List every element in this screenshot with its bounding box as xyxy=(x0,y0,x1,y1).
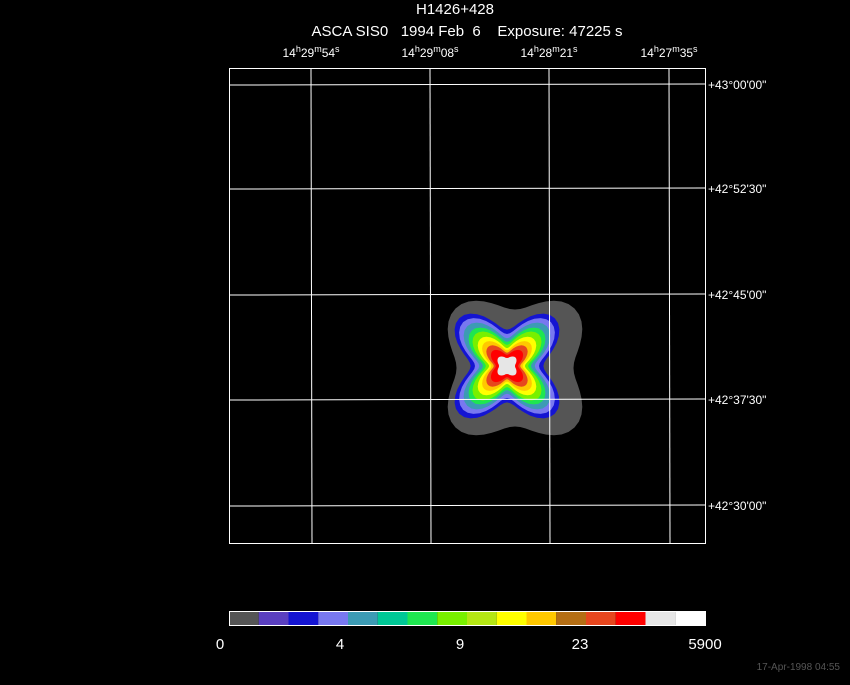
ra-part: s xyxy=(693,44,698,54)
ra-part: m xyxy=(314,44,322,54)
colorbar-cell xyxy=(348,611,378,625)
ra-part: h xyxy=(534,44,539,54)
colorbar-cell xyxy=(318,611,348,625)
ra-label: 14h29m08s xyxy=(401,44,459,60)
grid-line xyxy=(229,187,706,190)
ra-part: h xyxy=(296,44,301,54)
ra-part: 27 xyxy=(659,46,673,60)
colorbar-cell xyxy=(437,611,467,625)
dec-label: +42°45'00" xyxy=(708,288,766,302)
colorbar-cell xyxy=(467,611,497,625)
colorbar-cell xyxy=(496,611,527,625)
ra-part: 14 xyxy=(640,46,654,60)
grid-line xyxy=(429,68,432,544)
ra-part: 21 xyxy=(560,46,574,60)
dec-label: +43°00'00" xyxy=(708,78,766,92)
dec-label: +42°37'30" xyxy=(708,393,766,407)
dec-label: +42°30'00" xyxy=(708,499,766,513)
colorbar-cell xyxy=(258,611,289,625)
ra-label: 14h27m35s xyxy=(640,44,698,60)
ra-part: h xyxy=(415,44,420,54)
colorbar-cell xyxy=(288,611,319,625)
dec-label: +42°52'30" xyxy=(708,182,766,196)
grid-line xyxy=(668,68,671,544)
ra-part: 14 xyxy=(401,46,415,60)
ra-label: 14h28m21s xyxy=(520,44,578,60)
ra-part: s xyxy=(454,44,459,54)
colorbar-label: 0 xyxy=(216,636,224,653)
grid-line xyxy=(229,83,706,86)
subtitle: ASCA SIS0 1994 Feb 6 Exposure: 47225 s xyxy=(311,23,622,40)
ra-part: 08 xyxy=(441,46,455,60)
colorbar-frame xyxy=(229,611,706,626)
ra-part: 28 xyxy=(539,46,553,60)
image xyxy=(447,300,583,436)
ra-part: m xyxy=(552,44,560,54)
colorbar-cell xyxy=(645,611,676,625)
grid-line xyxy=(548,68,551,544)
colorbar-cell xyxy=(229,611,259,625)
contour xyxy=(497,356,517,376)
ra-part: m xyxy=(672,44,680,54)
colorbar-label: 9 xyxy=(456,636,464,653)
ra-part: 29 xyxy=(420,46,434,60)
grid-line xyxy=(310,68,313,544)
colorbar-cell xyxy=(377,611,408,625)
colorbar-label: 4 xyxy=(336,636,344,653)
colorbar-cell xyxy=(407,611,438,625)
grid-line xyxy=(229,504,706,507)
grid-line xyxy=(229,398,706,401)
timestamp: 17-Apr-1998 04:55 xyxy=(757,662,841,673)
ra-part: 14 xyxy=(282,46,296,60)
ra-part: 14 xyxy=(520,46,534,60)
ra-part: 35 xyxy=(680,46,694,60)
colorbar-label: 5900 xyxy=(688,636,721,653)
colorbar-cell xyxy=(526,611,557,625)
grid-line xyxy=(229,293,706,296)
ra-part: m xyxy=(433,44,441,54)
frame xyxy=(229,68,706,544)
colorbar-cell xyxy=(615,611,646,625)
ra-part: s xyxy=(573,44,578,54)
ra-part: h xyxy=(654,44,659,54)
title: H1426+428 xyxy=(416,1,494,18)
ra-part: 29 xyxy=(301,46,315,60)
ra-label: 14h29m54s xyxy=(282,44,340,60)
colorbar-label: 23 xyxy=(572,636,589,653)
colorbar-cell xyxy=(586,611,616,625)
ra-part: s xyxy=(335,44,340,54)
colorbar-cell xyxy=(675,611,705,625)
colorbar-cell xyxy=(556,611,586,625)
ra-part: 54 xyxy=(322,46,336,60)
